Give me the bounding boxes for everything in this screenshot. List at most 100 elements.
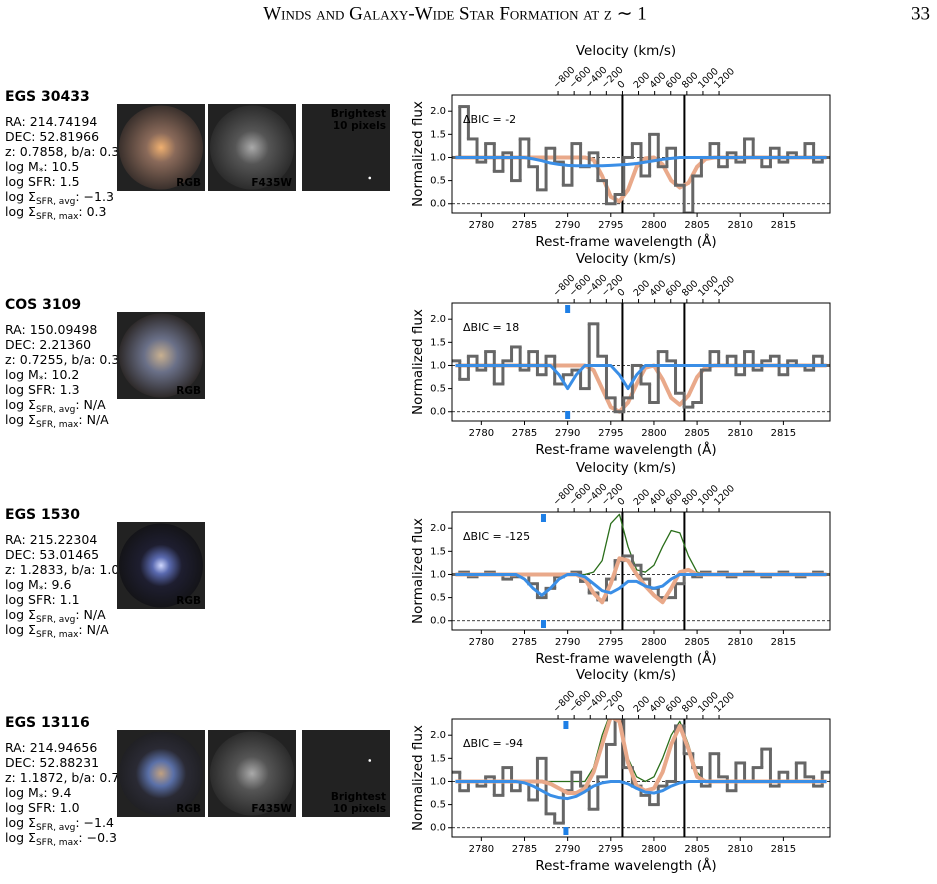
y-axis-title: Normalized flux [410, 725, 426, 831]
property-text: log SFR: 1.5 [5, 174, 80, 189]
x-tick-label: 2810 [728, 637, 753, 648]
image-label: RGB [176, 177, 201, 189]
x-tick-label: 2790 [555, 844, 580, 855]
model-curve [455, 155, 827, 168]
galaxy-property: RA: 214.74194 [5, 114, 97, 129]
property-value: : 0.3 [78, 204, 106, 219]
axes-frame [451, 511, 831, 631]
y-tick-label: 2.0 [430, 523, 446, 534]
x-tick-label: 2800 [641, 428, 666, 439]
property-text: log M [5, 367, 39, 382]
property-value: : N/A [75, 607, 106, 622]
galaxy-property: log SFR: 1.0 [5, 800, 80, 815]
property-value: : −1.3 [75, 189, 114, 204]
property-value: : N/A [75, 397, 106, 412]
image-label: RGB [176, 385, 201, 397]
galaxy-blob [119, 105, 203, 190]
y-axis-title: Normalized flux [410, 309, 426, 415]
image-thumbnail [302, 730, 390, 817]
property-text: RA: 214.74194 [5, 114, 97, 129]
image-label: F435W [251, 803, 292, 815]
property-text: log Σ [5, 397, 36, 412]
galaxy-property: log ΣSFR, max: −0.3 [5, 830, 117, 848]
x-axis-title: Rest-frame wavelength (Å) [535, 233, 716, 250]
galaxy-property: log ΣSFR, avg: −1.4 [5, 815, 114, 833]
property-text: log SFR: 1.3 [5, 382, 80, 397]
property-subscript: SFR, max [36, 838, 79, 848]
property-text: z: 1.2833, b/a: 1.0 [5, 562, 119, 577]
y-tick-label: 2.0 [430, 106, 446, 117]
property-text: DEC: 53.01465 [5, 547, 99, 562]
outflow-marker [565, 411, 571, 419]
galaxy-name: EGS 13116 [5, 715, 90, 731]
galaxy-property: log ΣSFR, max: N/A [5, 622, 109, 640]
y-tick-label: 0.5 [430, 176, 446, 187]
y-tick-label: 1.0 [430, 152, 446, 163]
x-tick-label: 2810 [728, 428, 753, 439]
x-tick-label: 2815 [771, 637, 796, 648]
galaxy-property: log ΣSFR, avg: N/A [5, 607, 106, 625]
x-tick-label: 2780 [469, 844, 494, 855]
y-tick-label: 1.0 [430, 569, 446, 580]
x-tick-label: 2800 [641, 220, 666, 231]
galaxy-property: log SFR: 1.5 [5, 174, 80, 189]
x-tick-label: 2795 [598, 637, 623, 648]
property-subscript: * [39, 167, 44, 177]
property-text: DEC: 2.21360 [5, 337, 91, 352]
y-tick-label: 1.5 [430, 546, 446, 557]
x-axis-title: Rest-frame wavelength (Å) [535, 857, 716, 874]
property-value: : −0.3 [78, 830, 117, 845]
property-text: log Σ [5, 622, 36, 637]
galaxy-property: z: 0.7858, b/a: 0.3 [5, 144, 119, 159]
annotation: ΔBIC = -2 [463, 113, 516, 126]
property-text: RA: 214.94656 [5, 740, 97, 755]
property-subscript: SFR, max [36, 212, 79, 222]
y-tick-label: 1.0 [430, 360, 446, 371]
x-tick-label: 2810 [728, 844, 753, 855]
model-curve [455, 779, 827, 801]
property-value: : 9.6 [43, 577, 71, 592]
galaxy-property: log ΣSFR, max: N/A [5, 412, 109, 430]
x2-tick-label: 0 [616, 496, 628, 508]
annotation: ΔBIC = -125 [463, 530, 530, 543]
property-subscript: * [39, 793, 44, 803]
y-tick-label: 2.0 [430, 314, 446, 325]
y-tick-label: 0.0 [430, 823, 446, 834]
x-tick-label: 2810 [728, 220, 753, 231]
property-subscript: * [39, 375, 44, 385]
x-tick-label: 2780 [469, 428, 494, 439]
property-text: z: 0.7858, b/a: 0.3 [5, 144, 119, 159]
x-tick-label: 2805 [684, 428, 709, 439]
galaxy-property: DEC: 52.88231 [5, 755, 99, 770]
galaxy-blob [119, 523, 203, 608]
running-title: Winds and Galaxy-Wide Star Formation at … [263, 3, 647, 24]
property-subscript: * [39, 585, 44, 595]
outflow-marker [563, 827, 569, 835]
x-tick-label: 2815 [771, 844, 796, 855]
x-tick-label: 2795 [598, 844, 623, 855]
property-text: log Σ [5, 830, 36, 845]
galaxy-blob [119, 731, 203, 816]
property-text: log SFR: 1.1 [5, 592, 80, 607]
annotation: ΔBIC = -94 [463, 737, 523, 750]
y-tick-label: 0.5 [430, 384, 446, 395]
y-axis-title: Normalized flux [410, 101, 426, 207]
galaxy-property: log M*: 9.6 [5, 577, 71, 595]
y-tick-label: 1.5 [430, 753, 446, 764]
x-tick-label: 2790 [555, 428, 580, 439]
image-label: Brightest [331, 791, 386, 803]
plot-area [452, 303, 830, 421]
x-tick-label: 2785 [512, 844, 537, 855]
property-subscript: SFR, max [36, 420, 79, 430]
plot-area [452, 719, 830, 837]
galaxy-property: log M*: 10.5 [5, 159, 79, 177]
galaxy-property: log ΣSFR, avg: N/A [5, 397, 106, 415]
y-tick-label: 1.0 [430, 776, 446, 787]
outflow-marker [540, 514, 546, 522]
x-tick-label: 2805 [684, 220, 709, 231]
property-text: log M [5, 577, 39, 592]
galaxy-name: EGS 30433 [5, 89, 90, 105]
galaxy-property: log SFR: 1.1 [5, 592, 80, 607]
property-value: : N/A [78, 622, 109, 637]
